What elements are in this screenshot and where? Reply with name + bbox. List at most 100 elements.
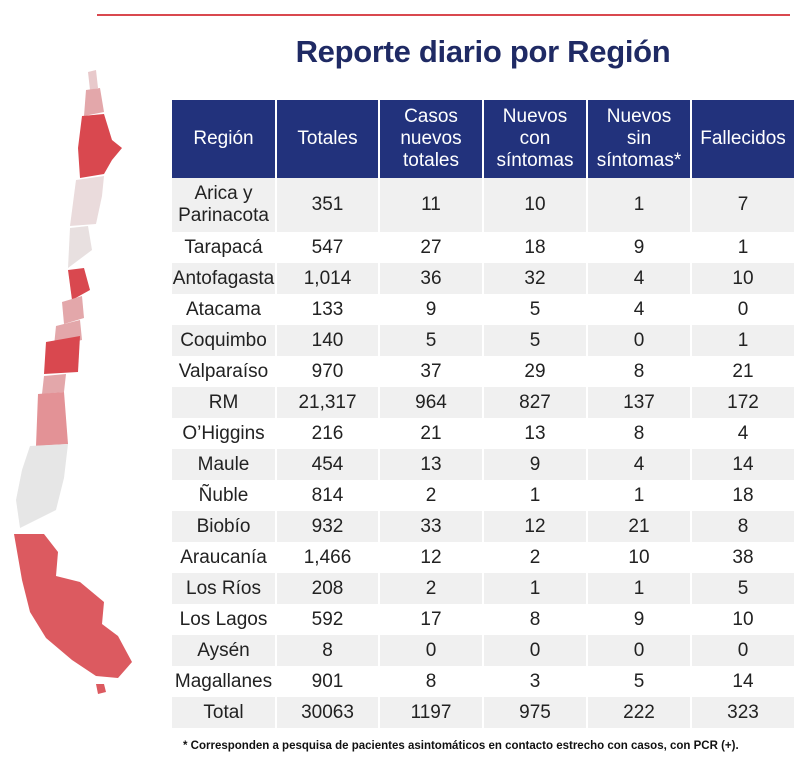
cell-totales: 454 <box>277 449 380 480</box>
cell-casos-nuevos: 12 <box>380 542 484 573</box>
cell-region: Biobío <box>172 511 277 542</box>
cell-fallecidos: 10 <box>692 263 794 294</box>
cell-sin-sintomas: 4 <box>588 263 692 294</box>
table-total-row: Total 30063 1197 975 222 323 <box>172 697 794 728</box>
map-region-maule <box>44 336 80 374</box>
cell-totales: 140 <box>277 325 380 356</box>
map-region-arica <box>88 70 98 90</box>
map-region-valparaiso <box>68 268 90 300</box>
page-title: Reporte diario por Región <box>295 34 671 69</box>
cell-fallecidos: 21 <box>692 356 794 387</box>
cell-totales: 1,466 <box>277 542 380 573</box>
table-row: Biobío 932 33 12 21 8 <box>172 511 794 542</box>
cell-casos-nuevos: 5 <box>380 325 484 356</box>
table-row: Antofagasta 1,014 36 32 4 10 <box>172 263 794 294</box>
top-divider-line <box>97 14 790 16</box>
cell-totales: 21,317 <box>277 387 380 418</box>
footnote: * Corresponden a pesquisa de pacientes a… <box>183 740 739 752</box>
cell-totales: 592 <box>277 604 380 635</box>
cell-totales: 216 <box>277 418 380 449</box>
table-row: Aysén 8 0 0 0 0 <box>172 635 794 666</box>
map-region-rm <box>62 296 84 324</box>
cell-region: Los Ríos <box>172 573 277 604</box>
cell-sin-sintomas: 8 <box>588 418 692 449</box>
cell-sin-sintomas: 4 <box>588 294 692 325</box>
table-row: Los Lagos 592 17 8 9 10 <box>172 604 794 635</box>
cell-sin-sintomas: 9 <box>588 604 692 635</box>
cell-casos-nuevos: 33 <box>380 511 484 542</box>
cell-casos-nuevos: 0 <box>380 635 484 666</box>
cell-sin-sintomas: 0 <box>588 325 692 356</box>
map-region-far-south-island <box>96 684 106 694</box>
cell-con-sintomas: 827 <box>484 387 588 418</box>
table-row: Maule 454 13 9 4 14 <box>172 449 794 480</box>
cell-fallecidos: 4 <box>692 418 794 449</box>
header-casos-nuevos: Casos nuevos totales <box>380 100 484 178</box>
cell-fallecidos: 8 <box>692 511 794 542</box>
map-region-tarapaca <box>84 88 104 116</box>
table-row: Magallanes 901 8 3 5 14 <box>172 666 794 697</box>
cell-fallecidos: 14 <box>692 449 794 480</box>
table-row: Valparaíso 970 37 29 8 21 <box>172 356 794 387</box>
map-region-biobio <box>36 392 68 446</box>
cell-region: RM <box>172 387 277 418</box>
cell-region: Aysén <box>172 635 277 666</box>
cell-con-sintomas: 0 <box>484 635 588 666</box>
cell-fallecidos: 0 <box>692 635 794 666</box>
cell-fallecidos: 38 <box>692 542 794 573</box>
cell-casos-nuevos: 9 <box>380 294 484 325</box>
cell-region: Los Lagos <box>172 604 277 635</box>
cell-fallecidos: 0 <box>692 294 794 325</box>
cell-casos-nuevos: 37 <box>380 356 484 387</box>
header-region: Región <box>172 100 277 178</box>
region-report-table: Región Totales Casos nuevos totales Nuevos… <box>172 100 794 728</box>
cell-sin-sintomas: 5 <box>588 666 692 697</box>
cell-region: Maule <box>172 449 277 480</box>
header-nuevos-con-sintomas: Nuevos con síntomas <box>484 100 588 178</box>
cell-fallecidos: 172 <box>692 387 794 418</box>
cell-casos-nuevos: 11 <box>380 178 484 232</box>
table-header-row: Región Totales Casos nuevos totales Nuevos… <box>172 100 794 178</box>
table-row: Araucanía 1,466 12 2 10 38 <box>172 542 794 573</box>
cell-sin-sintomas: 1 <box>588 178 692 232</box>
cell-totales: 1,014 <box>277 263 380 294</box>
cell-con-sintomas: 10 <box>484 178 588 232</box>
cell-totales: 133 <box>277 294 380 325</box>
cell-totales: 547 <box>277 232 380 263</box>
cell-sin-sintomas: 1 <box>588 480 692 511</box>
cell-sin-sintomas: 4 <box>588 449 692 480</box>
cell-con-sintomas: 1 <box>484 573 588 604</box>
total-label: Total <box>172 697 277 728</box>
cell-fallecidos: 5 <box>692 573 794 604</box>
cell-con-sintomas: 12 <box>484 511 588 542</box>
table-row: RM 21,317 964 827 137 172 <box>172 387 794 418</box>
header-totales: Totales <box>277 100 380 178</box>
cell-casos-nuevos: 13 <box>380 449 484 480</box>
cell-con-sintomas: 9 <box>484 449 588 480</box>
cell-region: Coquimbo <box>172 325 277 356</box>
cell-con-sintomas: 2 <box>484 542 588 573</box>
map-region-coquimbo <box>68 226 92 268</box>
cell-con-sintomas: 18 <box>484 232 588 263</box>
cell-fallecidos: 1 <box>692 325 794 356</box>
cell-totales: 8 <box>277 635 380 666</box>
cell-sin-sintomas: 137 <box>588 387 692 418</box>
cell-region: Araucanía <box>172 542 277 573</box>
cell-con-sintomas: 1 <box>484 480 588 511</box>
header-fallecidos: Fallecidos <box>692 100 794 178</box>
cell-con-sintomas: 3 <box>484 666 588 697</box>
map-region-atacama <box>70 176 104 226</box>
cell-con-sintomas: 5 <box>484 325 588 356</box>
cell-casos-nuevos: 2 <box>380 573 484 604</box>
map-region-nuble <box>42 374 66 394</box>
cell-con-sintomas: 8 <box>484 604 588 635</box>
map-region-antofagasta <box>78 114 122 178</box>
cell-region: Valparaíso <box>172 356 277 387</box>
table-row: Coquimbo 140 5 5 0 1 <box>172 325 794 356</box>
cell-casos-nuevos: 964 <box>380 387 484 418</box>
map-region-far-south <box>14 534 132 678</box>
header-nuevos-sin-sintomas: Nuevos sin síntomas* <box>588 100 692 178</box>
cell-casos-nuevos: 27 <box>380 232 484 263</box>
total-con-sintomas: 975 <box>484 697 588 728</box>
cell-con-sintomas: 32 <box>484 263 588 294</box>
